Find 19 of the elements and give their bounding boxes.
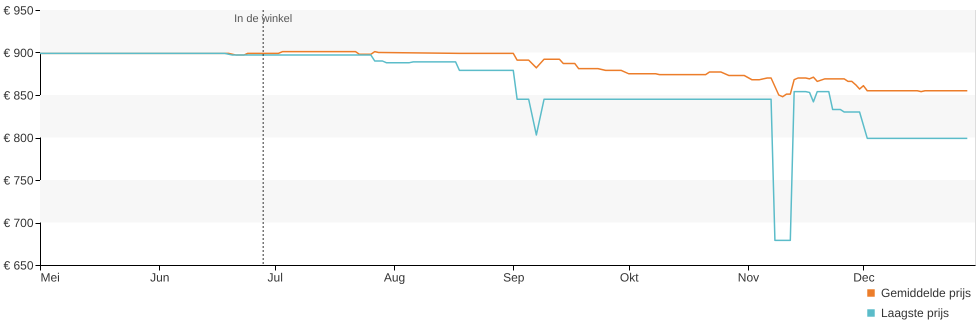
y-tick-label: € 800 xyxy=(3,131,34,145)
x-tick-label: Mei xyxy=(40,270,60,284)
x-tick-label: Aug xyxy=(384,270,406,284)
ref-line-label: In de winkel xyxy=(234,13,292,25)
y-tick-label: € 750 xyxy=(3,174,34,188)
x-tick-label: Dec xyxy=(853,270,875,284)
x-tick-label: Sep xyxy=(503,270,525,284)
y-tick-label: € 900 xyxy=(3,46,34,60)
x-tick-label: Okt xyxy=(620,270,640,284)
x-tick-label: Nov xyxy=(738,270,760,284)
y-tick-label: € 650 xyxy=(3,258,34,272)
legend-label: Gemiddelde prijs xyxy=(881,286,972,300)
y-tick-label: € 950 xyxy=(3,4,34,18)
x-tick-label: Jun xyxy=(150,270,170,284)
y-tick-label: € 700 xyxy=(3,216,34,230)
line-series xyxy=(39,52,968,242)
x-tick-label: Jul xyxy=(268,270,283,284)
y-tick-label: € 850 xyxy=(3,88,34,102)
legend-label: Laagste prijs xyxy=(881,306,950,320)
